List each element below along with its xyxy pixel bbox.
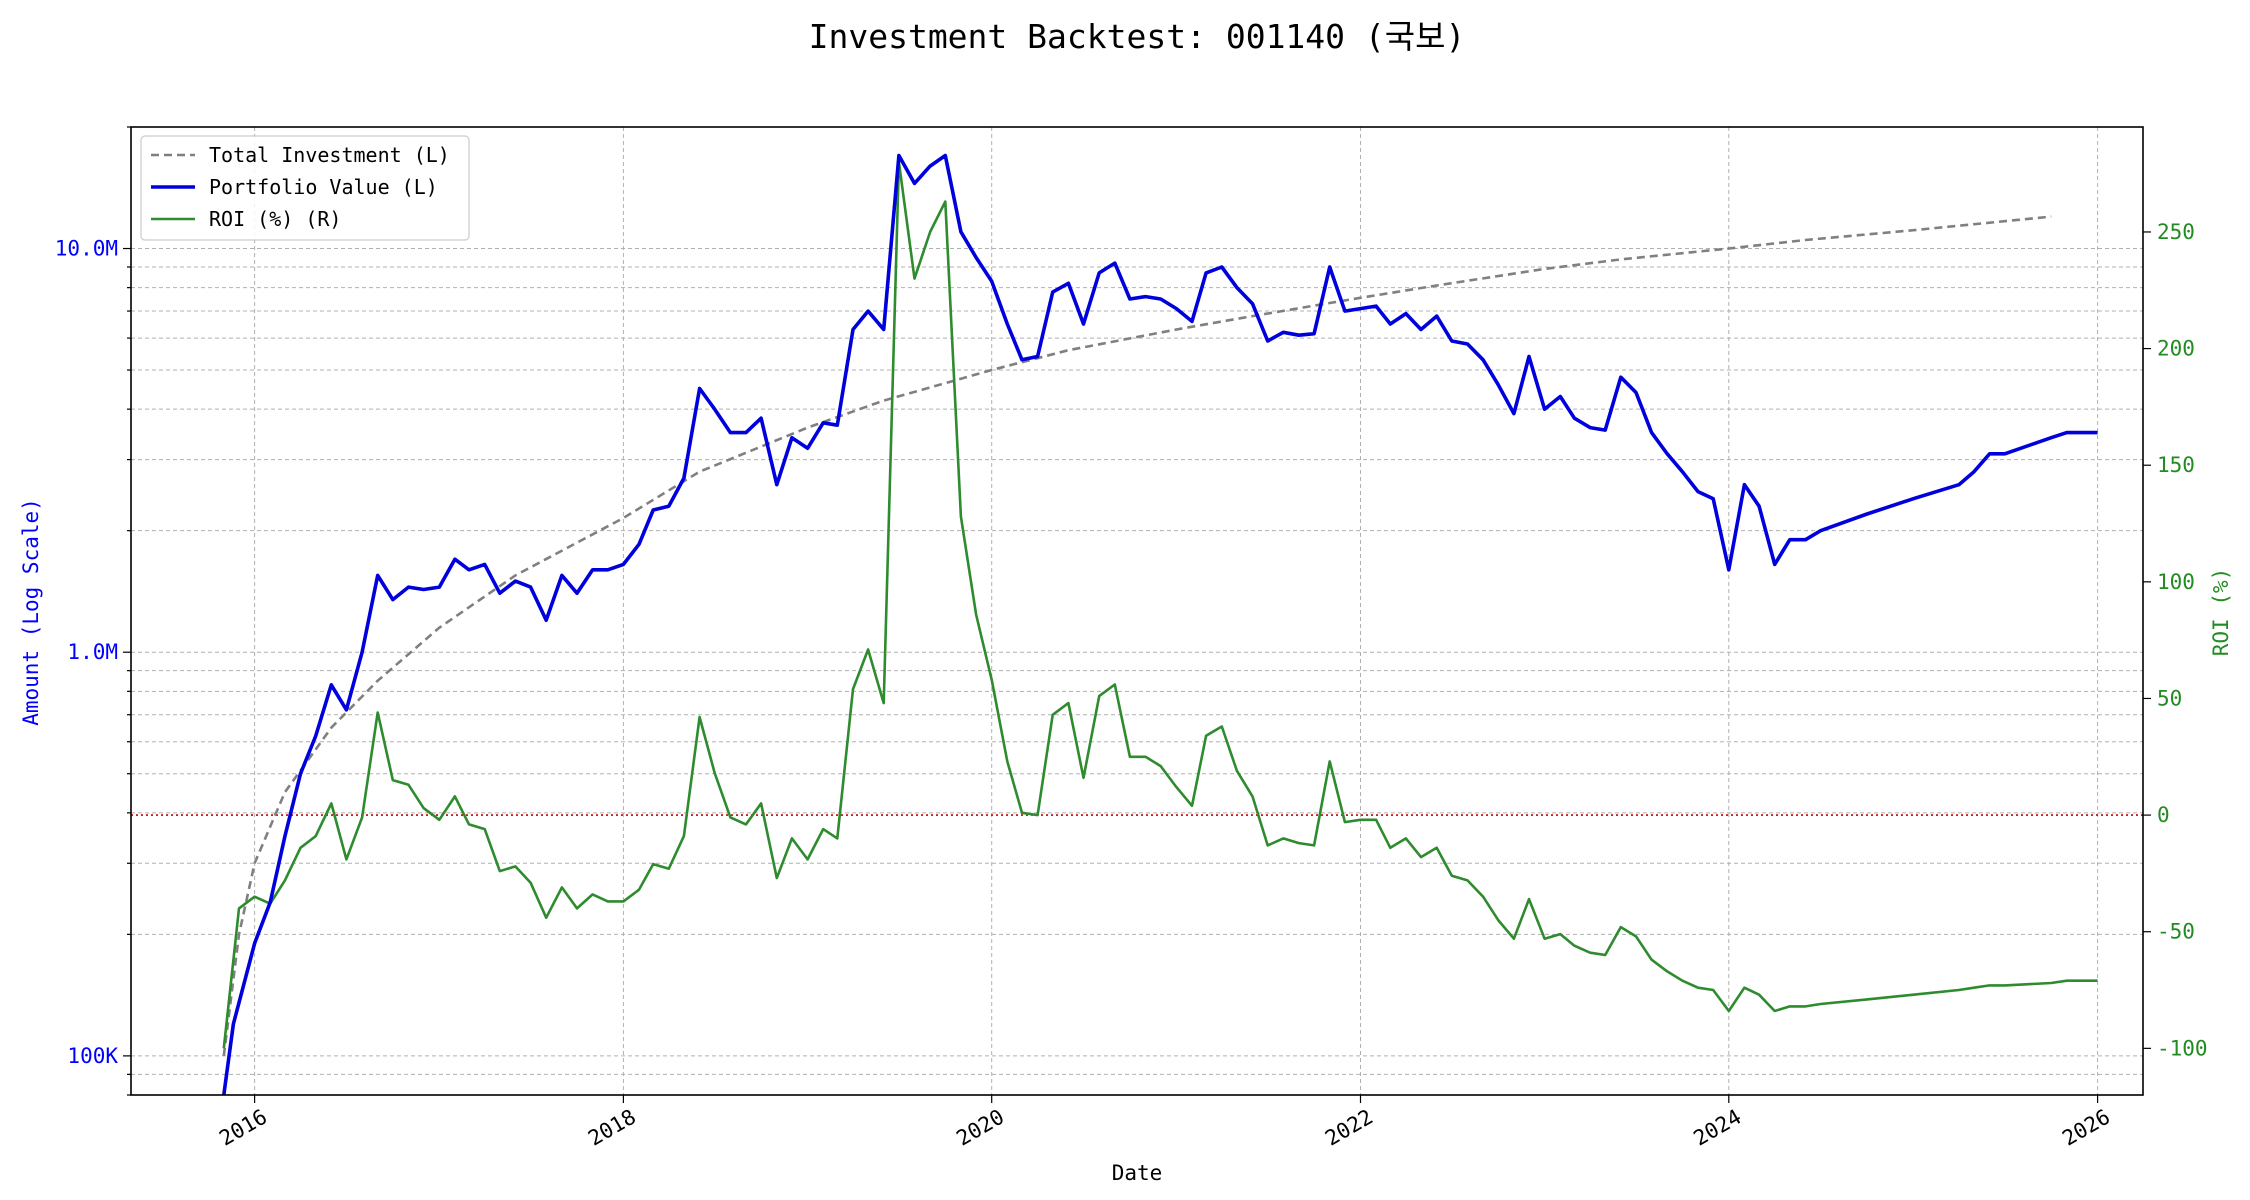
legend-roi-label: ROI (%) (R) bbox=[209, 207, 341, 231]
legend-total-investment-label: Total Investment (L) bbox=[209, 143, 450, 167]
left-axis-label: Amount (Log Scale) bbox=[19, 498, 43, 726]
right-tick-label: 250 bbox=[2157, 220, 2195, 244]
legend-box bbox=[140, 135, 470, 241]
series-lines bbox=[222, 153, 2098, 1096]
portfolio-value-line bbox=[222, 153, 2098, 1096]
right-tick-label: -50 bbox=[2157, 920, 2195, 944]
right-axis-label: ROI (%) bbox=[2209, 568, 2233, 657]
right-tick-label: 100 bbox=[2157, 570, 2195, 594]
right-tick-label: 0 bbox=[2157, 803, 2170, 827]
right-tick-label: 50 bbox=[2157, 686, 2182, 710]
left-tick-label: 1.0M bbox=[67, 640, 118, 664]
right-tick-label: 150 bbox=[2157, 453, 2195, 477]
legend: Total Investment (L) Portfolio Value (L)… bbox=[140, 135, 470, 241]
right-tick-label: -100 bbox=[2157, 1036, 2208, 1060]
plot-frame bbox=[130, 126, 2144, 1096]
legend-portfolio-value-label: Portfolio Value (L) bbox=[209, 175, 438, 199]
left-tick-label: 100K bbox=[67, 1044, 118, 1068]
left-tick-label: 10.0M bbox=[55, 237, 118, 261]
right-tick-label: 200 bbox=[2157, 337, 2195, 361]
x-axis-label: Date bbox=[1112, 1161, 1163, 1185]
chart-title: Investment Backtest: 001140 (국보) bbox=[809, 17, 1466, 56]
total-investment-line bbox=[222, 215, 2052, 1057]
roi-line bbox=[222, 160, 2098, 1049]
